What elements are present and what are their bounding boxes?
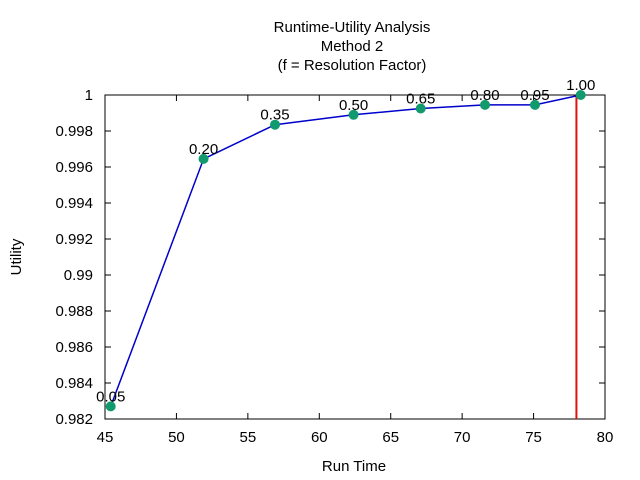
x-tick-label: 65: [382, 429, 399, 446]
point-label: 0.50: [339, 97, 368, 114]
y-tick-label: 0.996: [55, 159, 93, 176]
y-tick-label: 0.984: [55, 375, 93, 392]
y-axis-label: Utility: [8, 238, 25, 275]
plot-area-frame: [104, 94, 606, 420]
x-axis-label: Run Time: [322, 458, 386, 475]
series-line: [109, 94, 581, 407]
chart-title-line-3: (f = Resolution Factor): [278, 57, 427, 74]
x-tick-label: 80: [597, 429, 614, 446]
data-point: [348, 109, 359, 120]
data-point: [415, 103, 426, 114]
y-tick-label: 0.99: [64, 267, 93, 284]
y-tick-label: 0.988: [55, 303, 93, 320]
data-point: [575, 90, 586, 100]
x-tick-label: 55: [240, 429, 257, 446]
chart-title: Runtime-Utility Analysis Method 2 (f = R…: [274, 19, 431, 74]
point-label: 0.95: [520, 87, 549, 104]
series-markers: [105, 90, 586, 412]
chart-title-line-1: Runtime-Utility Analysis: [274, 19, 431, 36]
y-tick-label: 0.992: [55, 231, 93, 248]
point-label: 0.05: [96, 388, 125, 405]
y-tick-label: 0.994: [55, 195, 93, 212]
y-tick-label: 0.998: [55, 123, 93, 140]
point-label: 0.80: [470, 87, 499, 104]
x-axis-ticks: 45 50 55 60 65 70 75 80: [97, 95, 614, 446]
data-point: [530, 99, 540, 110]
data-point: [480, 99, 490, 110]
point-label: 0.20: [189, 141, 218, 158]
point-label: 0.35: [260, 107, 289, 124]
x-tick-label: 50: [168, 429, 185, 446]
x-tick-label: 75: [525, 429, 542, 446]
x-tick-label: 45: [97, 429, 114, 446]
data-point: [105, 401, 116, 412]
chart-title-line-2: Method 2: [321, 38, 384, 55]
point-labels: 0.05 0.20 0.35 0.50 0.65 0.80 0.95 1.00: [96, 77, 595, 405]
y-tick-label: 1: [85, 87, 93, 104]
y-axis-ticks: 0.982 0.984 0.986 0.988 0.99 0.992 0.994 0.996 0…: [55, 87, 605, 428]
y-tick-label: 0.982: [55, 411, 93, 428]
x-tick-label: 60: [311, 429, 328, 446]
x-tick-label: 70: [454, 429, 471, 446]
data-point: [270, 119, 280, 130]
point-label: 0.65: [406, 91, 435, 108]
data-point: [198, 153, 209, 164]
point-label: 1.00: [566, 77, 595, 94]
y-tick-label: 0.986: [55, 339, 93, 356]
